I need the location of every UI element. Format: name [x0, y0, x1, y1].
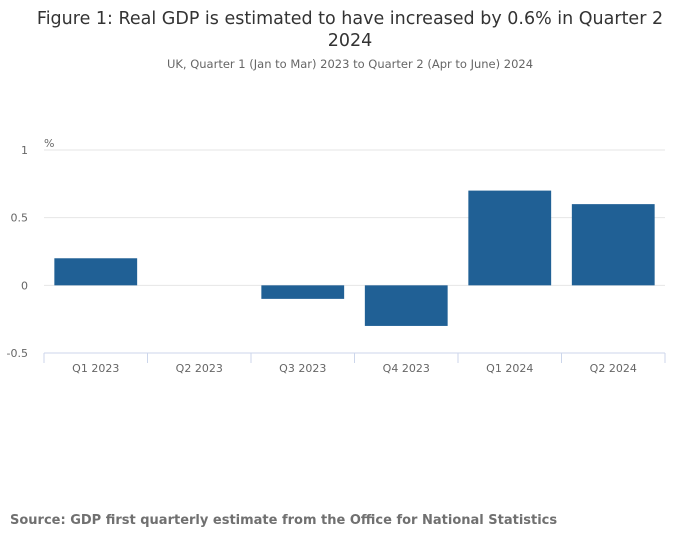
y-tick-label: 1 — [21, 144, 28, 157]
x-tick-label: Q4 2023 — [383, 362, 430, 375]
y-tick-label: 0.5 — [11, 212, 29, 225]
chart-subtitle: UK, Quarter 1 (Jan to Mar) 2023 to Quart… — [166, 57, 534, 71]
bar-q2-2024 — [571, 204, 655, 286]
y-tick-label: -0.5 — [7, 347, 28, 360]
chart-source: Source: GDP first quarterly estimate fro… — [10, 513, 558, 528]
bar-q1-2023 — [54, 258, 138, 286]
bar-q3-2023 — [261, 285, 345, 299]
bar-q1-2024 — [468, 190, 552, 286]
x-tick-label: Q2 2024 — [590, 362, 637, 375]
chart-title: Figure 1: Real GDP is estimated to have … — [36, 9, 664, 51]
y-axis-unit-label: % — [44, 137, 54, 150]
x-tick-label: Q1 2023 — [72, 362, 119, 375]
x-tick-label: Q3 2023 — [279, 362, 326, 375]
bar-q4-2023 — [364, 285, 448, 326]
y-tick-label: 0 — [21, 279, 28, 292]
x-tick-label: Q1 2024 — [486, 362, 533, 375]
x-tick-label: Q2 2023 — [176, 362, 223, 375]
